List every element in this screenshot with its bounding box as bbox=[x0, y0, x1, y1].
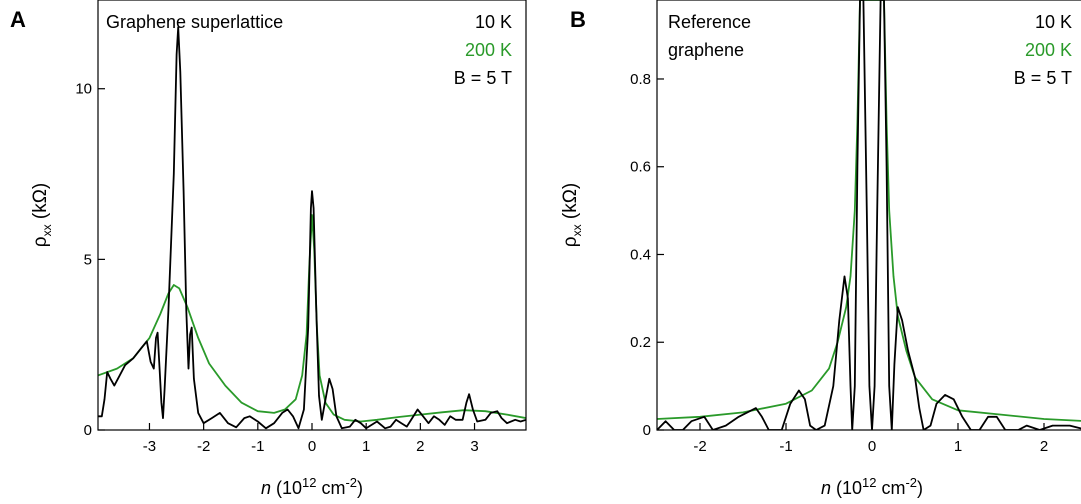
x-tick-label-a: -1 bbox=[251, 438, 264, 455]
panel-a-series bbox=[98, 26, 526, 430]
x-axis-label-a: n (1012 cm-2) bbox=[261, 475, 363, 498]
x-axis-sup2-a: -2 bbox=[345, 475, 357, 490]
y-axis-unit-a: (kΩ) bbox=[30, 183, 51, 225]
y-axis-label-a: ρxx (kΩ) bbox=[30, 183, 54, 247]
panel-b: B -2 -1 0 1 200.20.40.60.8 Reference graphen… bbox=[560, 0, 1081, 498]
x-tick-label-a: 2 bbox=[416, 438, 424, 455]
x-axis-sup2-b: -2 bbox=[905, 475, 917, 490]
x-axis-sup1-b: 12 bbox=[862, 475, 876, 490]
legend-b-field: B = 5 T bbox=[1014, 68, 1072, 88]
y-tick-label-a: 0 bbox=[84, 422, 92, 439]
y-tick-label-b: 0.6 bbox=[630, 159, 651, 176]
series-line-b-200k bbox=[657, 0, 1081, 422]
series-line-b-10k bbox=[657, 0, 1081, 430]
x-axis-pre-b: (10 bbox=[831, 478, 862, 498]
x-axis-post-b: ) bbox=[917, 478, 923, 498]
x-axis-var-b: n bbox=[821, 478, 831, 498]
y-axis-sub-b: xx bbox=[570, 224, 584, 236]
chart-title-b-line2: graphene bbox=[668, 40, 744, 60]
x-axis-mid-b: cm bbox=[876, 478, 905, 498]
y-tick-label-b: 0 bbox=[643, 422, 651, 439]
y-tick-label-b: 0.8 bbox=[630, 71, 651, 88]
chart-title-a: Graphene superlattice bbox=[106, 12, 283, 32]
panel-b-series bbox=[657, 0, 1081, 430]
y-axis-label-b: ρxx (kΩ) bbox=[560, 183, 584, 247]
y-axis-rho-b: ρ bbox=[560, 236, 581, 247]
x-axis-mid-a: cm bbox=[316, 478, 345, 498]
x-tick-label-a: 1 bbox=[362, 438, 370, 455]
x-tick-label-a: -3 bbox=[143, 438, 156, 455]
panel-label-b: B bbox=[570, 7, 586, 32]
x-axis-var-a: n bbox=[261, 478, 271, 498]
y-tick-label-a: 10 bbox=[75, 81, 92, 98]
x-tick-label-a: 0 bbox=[308, 438, 316, 455]
legend-a-field: B = 5 T bbox=[454, 68, 512, 88]
x-axis-pre-a: (10 bbox=[271, 478, 302, 498]
x-axis-post-a: ) bbox=[357, 478, 363, 498]
x-axis-sup1-a: 12 bbox=[302, 475, 316, 490]
x-tick-label-b: 2 bbox=[1040, 438, 1048, 455]
y-axis-rho-a: ρ bbox=[30, 236, 51, 247]
chart-title-b-line1: Reference bbox=[668, 12, 751, 32]
y-tick-label-a: 5 bbox=[84, 251, 92, 268]
legend-a-200k: 200 K bbox=[465, 40, 512, 60]
series-line-a-200k bbox=[98, 214, 526, 423]
x-tick-label-b: 1 bbox=[954, 438, 962, 455]
x-tick-label-b: -2 bbox=[693, 438, 706, 455]
panel-a-ticks: -3 -2 -1 0 1 2 3 0 5 10 bbox=[75, 81, 478, 455]
panel-b-ticks: -2 -1 0 1 2 0 0.2 0.4 0.6 0.8 bbox=[630, 71, 1048, 455]
y-axis-sub-a: xx bbox=[40, 224, 54, 236]
legend-b-10k: 10 K bbox=[1035, 12, 1072, 32]
legend-b-200k: 200 K bbox=[1025, 40, 1072, 60]
y-tick-label-b: 0.4 bbox=[630, 246, 651, 263]
series-line-a-10k bbox=[98, 26, 526, 430]
legend-a-10k: 10 K bbox=[475, 12, 512, 32]
y-axis-unit-b: (kΩ) bbox=[560, 183, 581, 225]
x-tick-label-a: -2 bbox=[197, 438, 210, 455]
x-tick-label-b: 0 bbox=[868, 438, 876, 455]
x-axis-label-b: n (1012 cm-2) bbox=[821, 475, 923, 498]
panel-label-a: A bbox=[10, 7, 26, 32]
x-tick-label-a: 3 bbox=[470, 438, 478, 455]
y-tick-label-b: 0.2 bbox=[630, 334, 651, 351]
x-tick-label-b: -1 bbox=[779, 438, 792, 455]
